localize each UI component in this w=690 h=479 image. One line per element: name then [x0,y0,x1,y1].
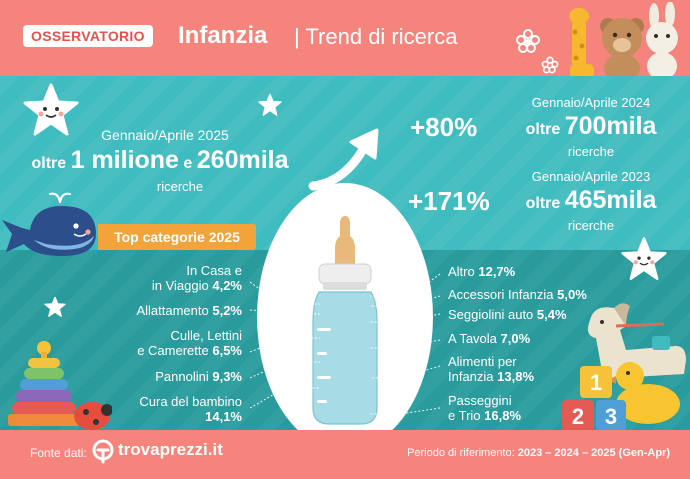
stat-2024-value: 700mila [564,112,657,140]
category-accessori-infanzia: Accessori Infanzia 5,0% [448,287,587,302]
stat-2023-value: 465mila [564,186,657,214]
stat-2023: Gennaio/Aprile 2023 oltre 465mila ricerc… [508,168,674,233]
star-icon [44,296,66,317]
stat-2023-prefix: oltre [525,195,561,212]
rocking-horse-blocks-icon: 1 2 3 [562,303,686,432]
stat-2024: Gennaio/Aprile 2024 oltre 700mila ricerc… [508,94,674,159]
smiling-star-icon [621,237,667,280]
stat-2025-unit: ricerche [156,179,204,194]
category-cura-bambino: Cura del bambino 14,1% [139,394,242,424]
stat-2025-prefix: oltre [31,155,67,172]
plush-toys-icon [569,2,678,82]
page-subtitle: | Trend di ricerca [294,24,458,49]
stat-2025-connector: e [183,155,193,172]
page-title: Infanzia [178,22,268,49]
star-icon [258,93,282,116]
stat-2025: Gennaio/Aprile 2025 oltre 1 milione e 26… [10,126,310,194]
footer: Fonte dati: trovaprezzi.it Periodo di ri… [0,430,690,479]
osservatorio-badge: OSSERVATORIO [23,25,153,47]
trovaprezzi-logo-icon [92,439,114,464]
baby-bottle-icon [312,216,378,425]
category-seggiolini-auto: Seggiolini auto 5,4% [448,307,567,322]
footer-source-label: Fonte dati: [30,446,87,460]
stat-2024-period: Gennaio/Aprile 2024 [531,95,651,110]
growth-vs-2023: +171% [408,186,490,216]
stat-2025-value-b: 260mila [196,146,289,174]
stacking-rings-toy-icon [8,341,112,430]
svg-text:3: 3 [605,404,617,429]
category-allattamento: Allattamento 5,2% [136,303,242,318]
stat-2025-value-a: 1 milione [70,146,179,174]
growth-arrow-icon [308,128,379,191]
header: OSSERVATORIO Infanzia | Trend di ricerca [0,0,690,82]
flower-icon [516,29,540,53]
stat-2023-period: Gennaio/Aprile 2023 [531,169,651,184]
stat-2025-period: Gennaio/Aprile 2025 [101,127,229,143]
svg-text:1: 1 [590,370,602,395]
category-alimenti-infanzia: Alimenti per Infanzia 13,8% [448,354,535,384]
smiling-star-icon [23,83,79,136]
category-altro: Altro 12,7% [448,264,516,279]
stat-2023-unit: ricerche [567,218,615,233]
flower-icon [541,56,559,74]
category-in-casa-viaggio: In Casa e in Viaggio 4,2% [151,263,242,293]
category-passeggini-trio: Passeggini e Trio 16,8% [448,393,522,423]
stat-2024-unit: ricerche [567,144,615,159]
category-pannolini: Pannolini 9,3% [155,369,242,384]
growth-vs-2024: +80% [410,112,478,142]
footer-period: Periodo di riferimento: 2023 – 2024 – 20… [407,447,670,459]
top-categories-label: Top categorie 2025 [98,224,256,250]
category-culle-lettini: Culle, Lettini e Camerette 6,5% [137,328,242,358]
category-connectors [249,273,441,415]
footer-brand: trovaprezzi.it [118,440,223,459]
stat-2024-prefix: oltre [525,121,561,138]
svg-text:2: 2 [572,404,584,429]
whale-icon [2,192,96,256]
category-a-tavola: A Tavola 7,0% [448,331,531,346]
